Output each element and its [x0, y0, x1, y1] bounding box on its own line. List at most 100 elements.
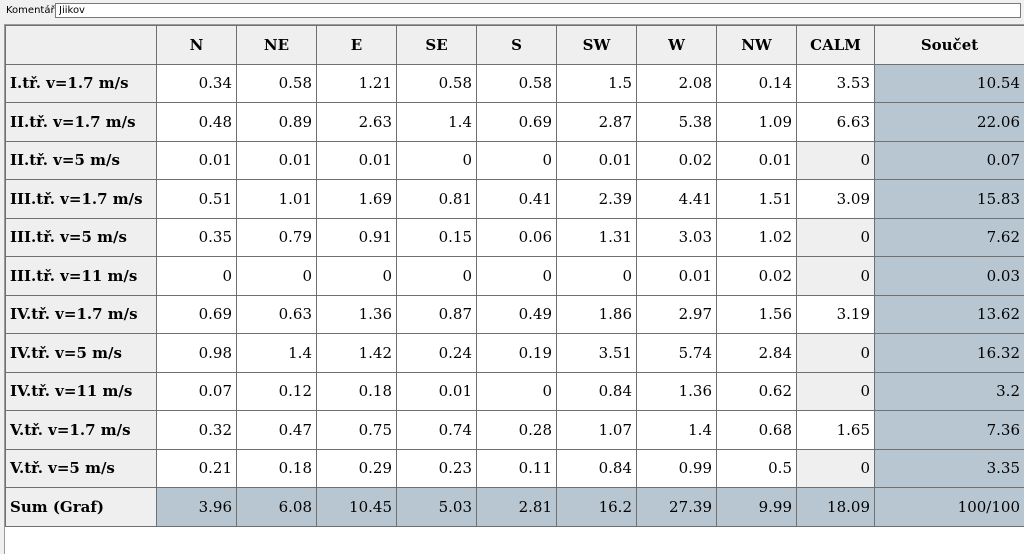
value-cell[interactable]: 0 — [797, 372, 875, 411]
value-cell[interactable]: 3.09 — [797, 180, 875, 219]
value-cell[interactable]: 2.84 — [717, 334, 797, 373]
value-cell[interactable]: 0.01 — [317, 141, 397, 180]
value-cell[interactable]: 5.38 — [637, 103, 717, 142]
value-cell[interactable]: 1.21 — [317, 64, 397, 103]
value-cell[interactable]: 0 — [797, 449, 875, 488]
row-total-cell[interactable]: 22.06 — [875, 103, 1024, 142]
value-cell[interactable]: 1.4 — [237, 334, 317, 373]
value-cell[interactable]: 0.01 — [637, 257, 717, 296]
value-cell[interactable]: 0.23 — [397, 449, 477, 488]
value-cell[interactable]: 0.01 — [557, 141, 637, 180]
value-cell[interactable]: 2.63 — [317, 103, 397, 142]
value-cell[interactable]: 0.84 — [557, 449, 637, 488]
value-cell[interactable]: 0 — [557, 257, 637, 296]
value-cell[interactable]: 0.21 — [157, 449, 237, 488]
value-cell[interactable]: 1.65 — [797, 411, 875, 450]
value-cell[interactable]: 0.18 — [237, 449, 317, 488]
value-cell[interactable]: 0 — [797, 257, 875, 296]
value-cell[interactable]: 0 — [477, 372, 557, 411]
row-header[interactable]: IV.tř. v=5 m/s — [6, 334, 157, 373]
value-cell[interactable]: 1.51 — [717, 180, 797, 219]
value-cell[interactable]: 0.5 — [717, 449, 797, 488]
value-cell[interactable]: 0.74 — [397, 411, 477, 450]
value-cell[interactable]: 0.58 — [477, 64, 557, 103]
value-cell[interactable]: 1.31 — [557, 218, 637, 257]
value-cell[interactable]: 0.49 — [477, 295, 557, 334]
value-cell[interactable]: 0.01 — [397, 372, 477, 411]
row-header[interactable]: II.tř. v=5 m/s — [6, 141, 157, 180]
value-cell[interactable]: 0.68 — [717, 411, 797, 450]
column-header-calm[interactable]: CALM — [797, 26, 875, 65]
value-cell[interactable]: 0 — [317, 257, 397, 296]
value-cell[interactable]: 0.32 — [157, 411, 237, 450]
sum-cell[interactable]: 27.39 — [637, 488, 717, 527]
row-total-cell[interactable]: 16.32 — [875, 334, 1024, 373]
row-total-cell[interactable]: 0.03 — [875, 257, 1024, 296]
value-cell[interactable]: 0.58 — [397, 64, 477, 103]
sum-cell[interactable]: 5.03 — [397, 488, 477, 527]
sum-cell[interactable]: 10.45 — [317, 488, 397, 527]
row-total-cell[interactable]: 0.07 — [875, 141, 1024, 180]
value-cell[interactable]: 0.58 — [237, 64, 317, 103]
row-total-cell[interactable]: 7.36 — [875, 411, 1024, 450]
value-cell[interactable]: 0.01 — [717, 141, 797, 180]
value-cell[interactable]: 0.28 — [477, 411, 557, 450]
value-cell[interactable]: 2.08 — [637, 64, 717, 103]
value-cell[interactable]: 1.42 — [317, 334, 397, 373]
row-total-cell[interactable]: 3.35 — [875, 449, 1024, 488]
row-header[interactable]: IV.tř. v=11 m/s — [6, 372, 157, 411]
value-cell[interactable]: 0.14 — [717, 64, 797, 103]
value-cell[interactable]: 0 — [397, 141, 477, 180]
row-header[interactable]: III.tř. v=11 m/s — [6, 257, 157, 296]
value-cell[interactable]: 1.56 — [717, 295, 797, 334]
value-cell[interactable]: 0.79 — [237, 218, 317, 257]
value-cell[interactable]: 0.89 — [237, 103, 317, 142]
value-cell[interactable]: 0.02 — [717, 257, 797, 296]
sum-cell[interactable]: 9.99 — [717, 488, 797, 527]
value-cell[interactable]: 1.01 — [237, 180, 317, 219]
value-cell[interactable]: 0.01 — [237, 141, 317, 180]
value-cell[interactable]: 1.5 — [557, 64, 637, 103]
value-cell[interactable]: 0.12 — [237, 372, 317, 411]
value-cell[interactable]: 0 — [797, 218, 875, 257]
value-cell[interactable]: 0.99 — [637, 449, 717, 488]
value-cell[interactable]: 1.69 — [317, 180, 397, 219]
sum-row-header[interactable]: Sum (Graf) — [6, 488, 157, 527]
value-cell[interactable]: 3.19 — [797, 295, 875, 334]
value-cell[interactable]: 0 — [237, 257, 317, 296]
column-header-ne[interactable]: NE — [237, 26, 317, 65]
value-cell[interactable]: 2.39 — [557, 180, 637, 219]
value-cell[interactable]: 0.11 — [477, 449, 557, 488]
row-header[interactable]: III.tř. v=1.7 m/s — [6, 180, 157, 219]
value-cell[interactable]: 1.4 — [637, 411, 717, 450]
value-cell[interactable]: 0.15 — [397, 218, 477, 257]
value-cell[interactable]: 0.29 — [317, 449, 397, 488]
value-cell[interactable]: 1.36 — [637, 372, 717, 411]
value-cell[interactable]: 0 — [797, 334, 875, 373]
value-cell[interactable]: 5.74 — [637, 334, 717, 373]
value-cell[interactable]: 0.41 — [477, 180, 557, 219]
row-total-cell[interactable]: 15.83 — [875, 180, 1024, 219]
row-total-cell[interactable]: 13.62 — [875, 295, 1024, 334]
value-cell[interactable]: 1.09 — [717, 103, 797, 142]
value-cell[interactable]: 3.03 — [637, 218, 717, 257]
value-cell[interactable]: 1.36 — [317, 295, 397, 334]
column-header-sw[interactable]: SW — [557, 26, 637, 65]
value-cell[interactable]: 4.41 — [637, 180, 717, 219]
value-cell[interactable]: 0.84 — [557, 372, 637, 411]
value-cell[interactable]: 0.01 — [157, 141, 237, 180]
value-cell[interactable]: 0.34 — [157, 64, 237, 103]
value-cell[interactable]: 0.69 — [477, 103, 557, 142]
row-header[interactable]: V.tř. v=5 m/s — [6, 449, 157, 488]
row-total-cell[interactable]: 10.54 — [875, 64, 1024, 103]
value-cell[interactable]: 0.07 — [157, 372, 237, 411]
value-cell[interactable]: 2.97 — [637, 295, 717, 334]
value-cell[interactable]: 0.19 — [477, 334, 557, 373]
row-header[interactable]: III.tř. v=5 m/s — [6, 218, 157, 257]
value-cell[interactable]: 0.62 — [717, 372, 797, 411]
column-header-se[interactable]: SE — [397, 26, 477, 65]
row-header[interactable]: IV.tř. v=1.7 m/s — [6, 295, 157, 334]
value-cell[interactable]: 1.86 — [557, 295, 637, 334]
sum-cell[interactable]: 2.81 — [477, 488, 557, 527]
row-header[interactable]: I.tř. v=1.7 m/s — [6, 64, 157, 103]
